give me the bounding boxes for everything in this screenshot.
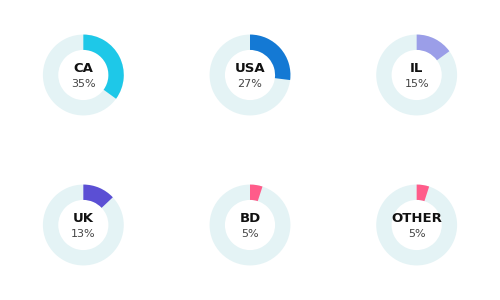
Text: 35%: 35%	[71, 79, 96, 89]
Wedge shape	[250, 34, 290, 80]
Wedge shape	[416, 34, 450, 60]
Text: CA: CA	[74, 62, 94, 75]
Wedge shape	[84, 184, 113, 208]
Wedge shape	[376, 184, 457, 266]
Wedge shape	[210, 34, 290, 116]
Wedge shape	[210, 184, 290, 266]
Wedge shape	[43, 34, 124, 116]
Text: BD: BD	[240, 212, 260, 225]
Wedge shape	[376, 34, 457, 116]
Text: 5%: 5%	[408, 229, 426, 239]
Text: USA: USA	[234, 62, 266, 75]
Text: 27%: 27%	[238, 79, 262, 89]
Text: 13%: 13%	[71, 229, 96, 239]
Wedge shape	[416, 184, 429, 201]
Wedge shape	[250, 184, 262, 201]
Wedge shape	[84, 34, 124, 99]
Text: IL: IL	[410, 62, 424, 75]
Text: 15%: 15%	[404, 79, 429, 89]
Text: UK: UK	[73, 212, 94, 225]
Text: OTHER: OTHER	[391, 212, 442, 225]
Text: 5%: 5%	[241, 229, 259, 239]
Wedge shape	[43, 184, 124, 266]
